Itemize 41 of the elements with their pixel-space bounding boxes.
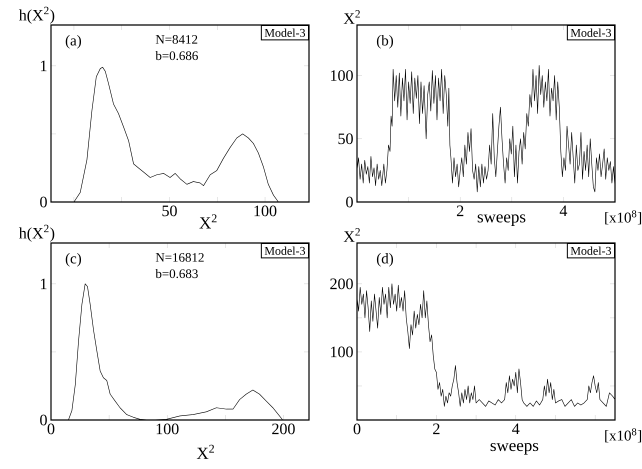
annotation: b=0.683 bbox=[155, 268, 198, 278]
annotation: (d) bbox=[376, 253, 394, 267]
y-tick-label: 50 bbox=[338, 133, 353, 144]
annotation: b=0.686 bbox=[155, 50, 198, 60]
x-tick-label: 0 bbox=[354, 424, 360, 434]
annotation: Model-3 bbox=[570, 28, 612, 37]
x-tick-label: 100 bbox=[156, 424, 179, 434]
x-tick-label: 4 bbox=[560, 206, 568, 216]
y-axis-title: h(X$^{2}$) bbox=[18, 6, 54, 24]
y-tick-label: 0 bbox=[346, 196, 353, 208]
x-tick-label: 2 bbox=[456, 206, 464, 216]
y-tick-label: 100 bbox=[330, 346, 353, 358]
y-tick-label: 0 bbox=[40, 414, 47, 426]
x-axis-title: sweeps bbox=[490, 442, 538, 455]
x-axis-title: X$^{2}$ bbox=[196, 444, 214, 459]
annotation: Model-3 bbox=[264, 246, 306, 255]
annotation: (a) bbox=[66, 35, 82, 49]
y-tick-label: 100 bbox=[330, 70, 353, 81]
x-tick-label: 100 bbox=[254, 206, 276, 216]
y-axis-title: h(X$^{2}$) bbox=[18, 224, 54, 242]
y-axis-title: X$^{2}$ bbox=[344, 228, 360, 242]
x-tick-label: 200 bbox=[272, 424, 295, 434]
y-tick-label: 1 bbox=[40, 278, 47, 290]
annotation: N=8412 bbox=[156, 35, 198, 44]
y-axis-title: X$^{2}$ bbox=[344, 10, 360, 24]
annotation: N=16812 bbox=[156, 253, 204, 262]
y-tick-label: 200 bbox=[330, 278, 353, 290]
text: [x10$^{8}$] bbox=[605, 210, 642, 224]
x-tick-label: 4 bbox=[512, 424, 520, 434]
y-tick-label: 1 bbox=[40, 60, 47, 72]
x-tick-label: 0 bbox=[48, 424, 54, 434]
x-axis-title: X$^{2}$ bbox=[199, 214, 217, 228]
x-axis-title: sweeps bbox=[478, 214, 526, 226]
y-tick-label: 0 bbox=[40, 196, 47, 208]
annotation: Model-3 bbox=[570, 246, 612, 255]
annotation: (c) bbox=[66, 253, 82, 267]
text: [x10$^{8}$] bbox=[605, 428, 642, 442]
x-tick-label: 2 bbox=[433, 424, 440, 434]
x-tick-label: 50 bbox=[162, 206, 177, 216]
annotation: (b) bbox=[376, 35, 394, 49]
annotation: Model-3 bbox=[264, 28, 306, 37]
